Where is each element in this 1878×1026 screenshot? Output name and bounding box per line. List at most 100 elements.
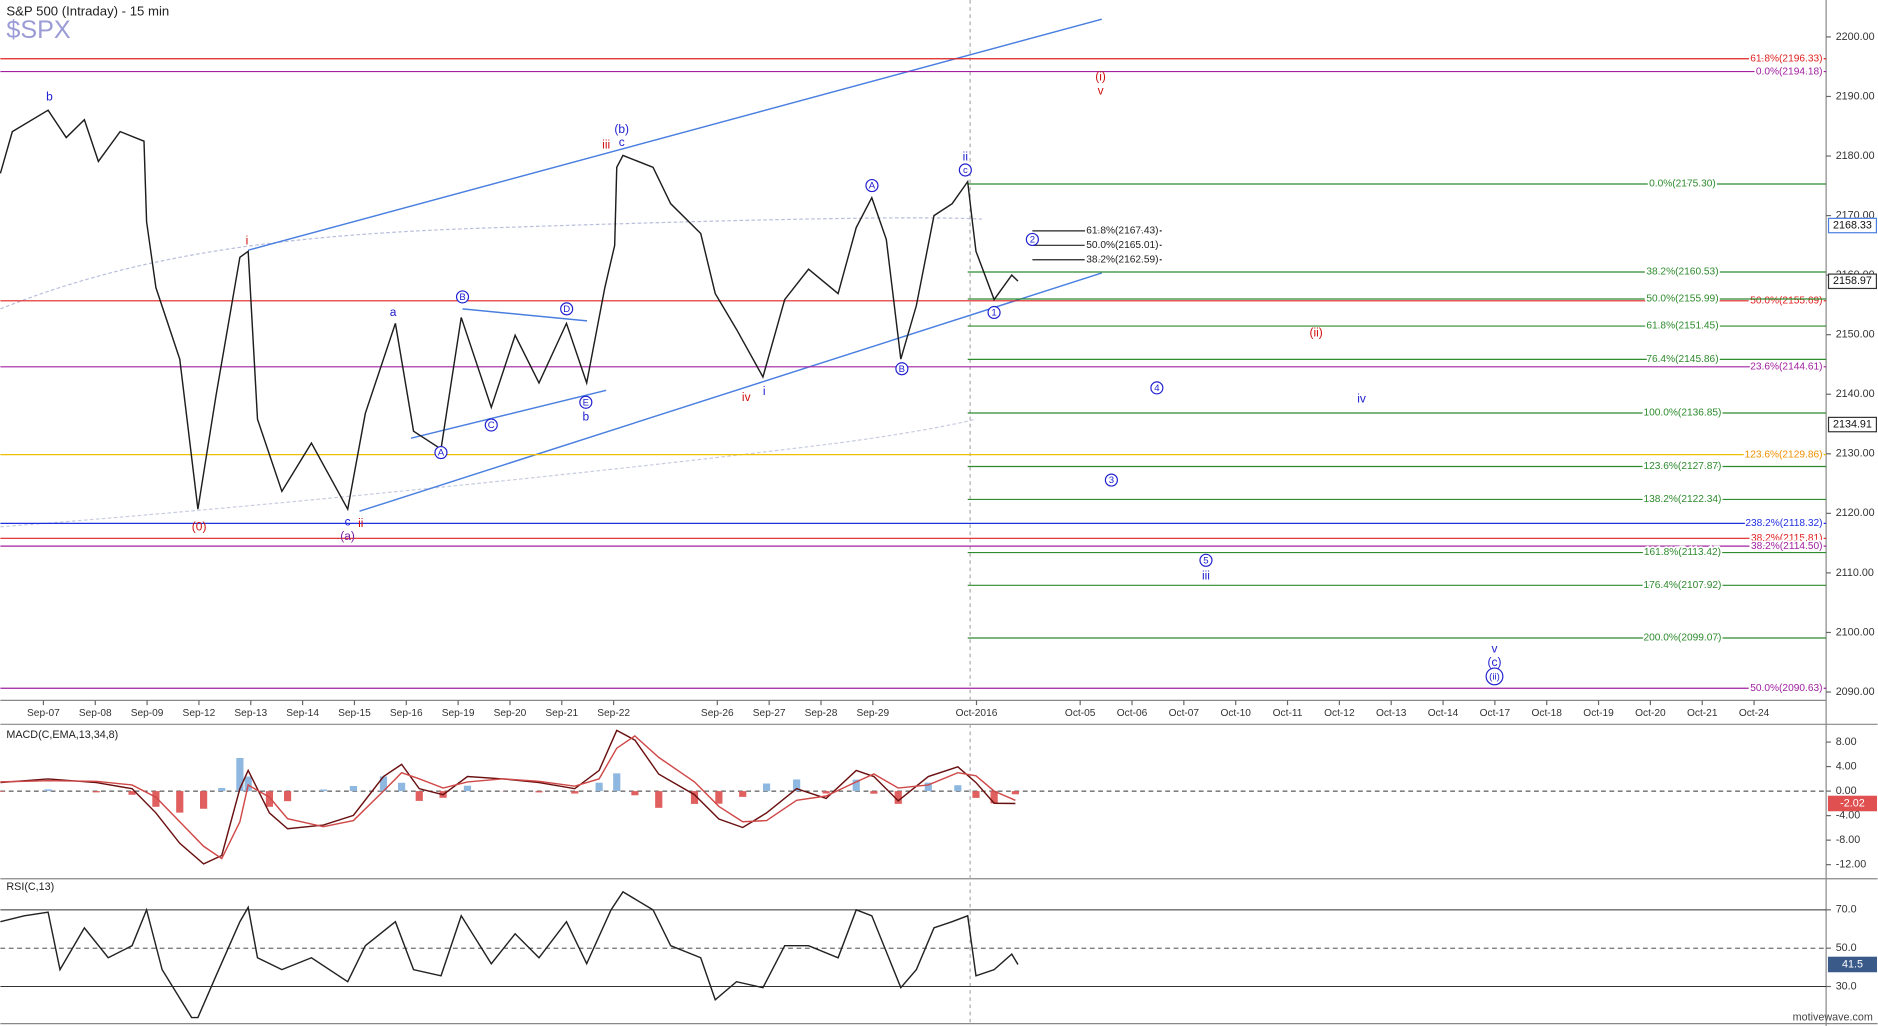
x-tick-label: Sep-08 [79, 708, 112, 719]
fib-level-label: 200.0%(2099.07) [1643, 633, 1721, 644]
histogram-bar [822, 791, 830, 794]
wave-label: B [899, 364, 905, 375]
histogram-bar [218, 788, 226, 792]
histogram-bar [793, 779, 801, 792]
wave-label: D [563, 304, 570, 315]
x-tick-label: Oct-19 [1583, 708, 1614, 719]
histogram-bar [535, 791, 543, 793]
fib-level-label: 123.6%(2129.86) [1745, 449, 1823, 460]
wave-label: (i) [1095, 69, 1106, 83]
wave-label: (ii) [1309, 326, 1322, 340]
histogram-bar [152, 791, 160, 807]
wave-label: 1 [991, 308, 996, 319]
fib-level-label: 38.2%(2162.59) [1086, 254, 1158, 265]
wave-label: (ii) [1489, 672, 1500, 683]
wave-label: b [46, 90, 53, 104]
histogram-bar [595, 782, 603, 792]
wave-label-circle [987, 305, 1001, 320]
x-tick-label: Oct-05 [1065, 708, 1096, 719]
x-tick-label: Oct-2016 [956, 708, 998, 719]
histogram-bar [924, 782, 932, 792]
fib-level-label: 238.2%(2118.32) [1745, 518, 1822, 529]
histogram-bar [894, 791, 902, 804]
y-tick-label: 2150.00 [1836, 329, 1875, 341]
series-line [0, 735, 1016, 860]
fib-level-label: 123.6%(2127.87) [1643, 461, 1721, 472]
fib-level-label: 161.8%(2113.42) [1644, 547, 1721, 558]
y-tick-label: -8.00 [1836, 834, 1861, 846]
fib-level-label: 50.0%(2155.69) [1750, 295, 1822, 306]
fib-level-label: 50.0%(2165.01) [1086, 240, 1158, 251]
wave-label: ii [963, 150, 968, 164]
wave-label-circle [1199, 553, 1213, 567]
value-tag: 2168.33 [1833, 219, 1872, 231]
wave-label: v [1492, 642, 1498, 656]
x-tick-label: Sep-28 [805, 708, 838, 719]
x-tick-label: Sep-15 [338, 708, 371, 719]
wave-label-circle [1150, 381, 1164, 395]
wave-label: a [390, 305, 397, 319]
wave-label-circle [958, 163, 972, 177]
y-tick-label: 0.00 [1836, 785, 1857, 797]
wave-label-circle [1104, 473, 1118, 487]
wave-label: (b) [614, 122, 629, 136]
histogram-bar [265, 791, 274, 807]
histogram-bar [44, 789, 52, 792]
value-tag-box [1827, 273, 1878, 290]
value-tag: -2.02 [1840, 797, 1865, 809]
wave-label: 5 [1203, 555, 1208, 566]
histogram-bar [571, 791, 579, 794]
fib-level-label: 23.6%(2144.61) [1750, 361, 1822, 372]
footer: motivewave.com [1793, 1011, 1873, 1023]
wave-label: 3 [1109, 475, 1114, 486]
moving-average [0, 217, 983, 310]
histogram-bar [972, 791, 980, 798]
wave-label: E [583, 397, 589, 408]
wave-label-circle [1025, 232, 1039, 247]
x-tick-label: Oct-10 [1220, 708, 1251, 719]
wave-label-circle [434, 445, 448, 460]
y-tick-label: 2110.00 [1836, 567, 1874, 579]
fib-level-label: 61.8%(2196.33) [1750, 53, 1822, 64]
wave-label-circle [455, 290, 470, 304]
x-tick-label: Sep-19 [442, 708, 475, 719]
fib-level-label: 50.0%(2090.63) [1750, 683, 1822, 694]
histogram-bar [92, 791, 100, 793]
wave-label: B [459, 292, 465, 303]
x-tick-label: Sep-12 [183, 708, 216, 719]
value-tag-box [1827, 795, 1878, 812]
chart-subtitle: $SPX [6, 16, 70, 44]
y-tick-label: 2180.00 [1836, 150, 1875, 162]
x-tick-label: Oct-11 [1273, 708, 1303, 719]
value-tag: 2158.97 [1833, 275, 1872, 287]
y-tick-label: -12.00 [1836, 859, 1867, 871]
x-tick-label: Sep-16 [390, 708, 423, 719]
histogram-bar [379, 776, 388, 792]
x-tick-label: Oct-12 [1324, 708, 1355, 719]
wave-label-circle [484, 418, 498, 432]
histogram-bar [463, 785, 472, 792]
histogram-bar [762, 783, 771, 792]
wave-label-circle [560, 302, 574, 316]
histogram-bar [319, 789, 327, 792]
wave-label: (a) [340, 529, 355, 543]
y-tick-label: 2120.00 [1836, 507, 1875, 519]
histogram-bar [128, 791, 136, 795]
x-tick-label: Oct-21 [1687, 708, 1718, 719]
histogram-bar [870, 791, 878, 794]
histogram-bar [852, 779, 860, 792]
wave-label: v [1098, 84, 1104, 98]
histogram-bar [236, 757, 244, 792]
histogram-bar [176, 791, 184, 813]
fib-level-label: 38.2%(2160.53) [1646, 267, 1718, 278]
value-tag-box [1827, 416, 1878, 433]
wave-label: 4 [1154, 383, 1160, 394]
fib-level-label: 138.2%(2122.34) [1643, 494, 1721, 505]
channel-lower [359, 272, 1103, 512]
y-tick-label: 70.0 [1836, 904, 1857, 916]
wave-label: (0) [192, 520, 207, 534]
wave-label: A [869, 181, 876, 192]
